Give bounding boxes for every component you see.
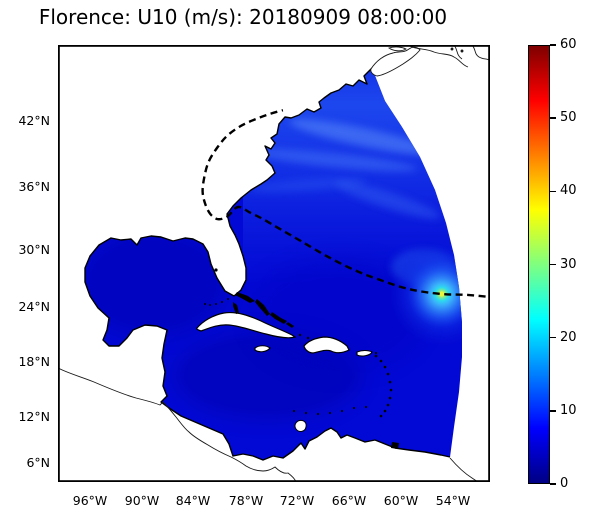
lon-tick-label: 54°W: [435, 493, 471, 508]
florida-keys: [204, 268, 229, 306]
storm-track-line: [201, 109, 498, 299]
lat-tick-label: 36°N: [18, 179, 50, 194]
colorbar-tick-label: 20: [560, 329, 577, 345]
jamaica-island: [254, 345, 271, 353]
colorbar-tick-mark: [550, 336, 556, 339]
nova-scotia-coast: [370, 46, 421, 77]
maracaibo-inlet: [294, 419, 307, 432]
lat-tick-label: 30°N: [18, 242, 50, 257]
wind-streak: [248, 148, 418, 172]
colorbar-gradient: [528, 45, 550, 484]
puerto-rico-island: [356, 349, 373, 357]
colorbar-tick-label: 10: [560, 402, 577, 418]
lon-tick-label: 78°W: [228, 493, 264, 508]
prince-edward-island: [388, 46, 407, 52]
hurricane-eye: [389, 242, 462, 346]
lat-tick-label: 6°N: [26, 455, 50, 470]
lon-tick-label: 66°W: [331, 493, 367, 508]
wind-streak: [335, 181, 441, 219]
lon-tick-label: 60°W: [383, 493, 419, 508]
colorbar-tick-mark: [550, 263, 556, 266]
colorbar-tick-mark: [550, 190, 556, 193]
guiana-coast: [449, 457, 479, 483]
lon-tick-label: 90°W: [124, 493, 160, 508]
colorbar-tick-label: 30: [560, 256, 577, 272]
pacific-coast: [57, 367, 297, 483]
lat-tick-label: 24°N: [18, 299, 50, 314]
hispaniola-island: [303, 336, 350, 354]
plot-title: Florence: U10 (m/s): 20180909 08:00:00: [38, 5, 448, 29]
gulf-of-mexico-calm-patch: [85, 228, 228, 338]
bahamas-islands: [233, 292, 310, 340]
lat-tick-label: 18°N: [18, 354, 50, 369]
colorbar-tick-label: 40: [560, 183, 577, 199]
lon-tick-label: 72°W: [279, 493, 315, 508]
lesser-antilles-islands: [292, 351, 399, 449]
lat-tick-label: 42°N: [18, 113, 50, 128]
newfoundland-coast: [470, 44, 491, 63]
map-plot-area: [57, 44, 498, 483]
colorbar-tick-label: 50: [560, 110, 577, 126]
colorbar-tick-mark: [550, 410, 556, 412]
lon-tick-label: 84°W: [175, 493, 211, 508]
wind-streak: [289, 119, 437, 155]
plot-frame: [57, 44, 491, 483]
colorbar-tick-mark: [550, 117, 556, 119]
wind-streak: [248, 177, 368, 193]
colorbar-tick-label: 60: [560, 37, 577, 52]
lat-tick-label: 12°N: [18, 409, 50, 424]
colorbar-tick-mark: [550, 483, 556, 485]
gulf-of-st-lawrence-coast: [407, 44, 469, 68]
coastline-mainland: [84, 67, 451, 461]
colorbar-tick-label: 0: [560, 476, 569, 491]
lake-okeechobee: [214, 268, 218, 272]
lon-tick-label: 96°W: [72, 493, 108, 508]
trinidad-island: [391, 442, 399, 449]
background-coastlines: [57, 44, 491, 483]
map-canvas: [57, 44, 498, 483]
cuba-island: [196, 311, 297, 339]
colorbar-tick-mark: [550, 44, 556, 46]
wind-field: [85, 68, 462, 460]
